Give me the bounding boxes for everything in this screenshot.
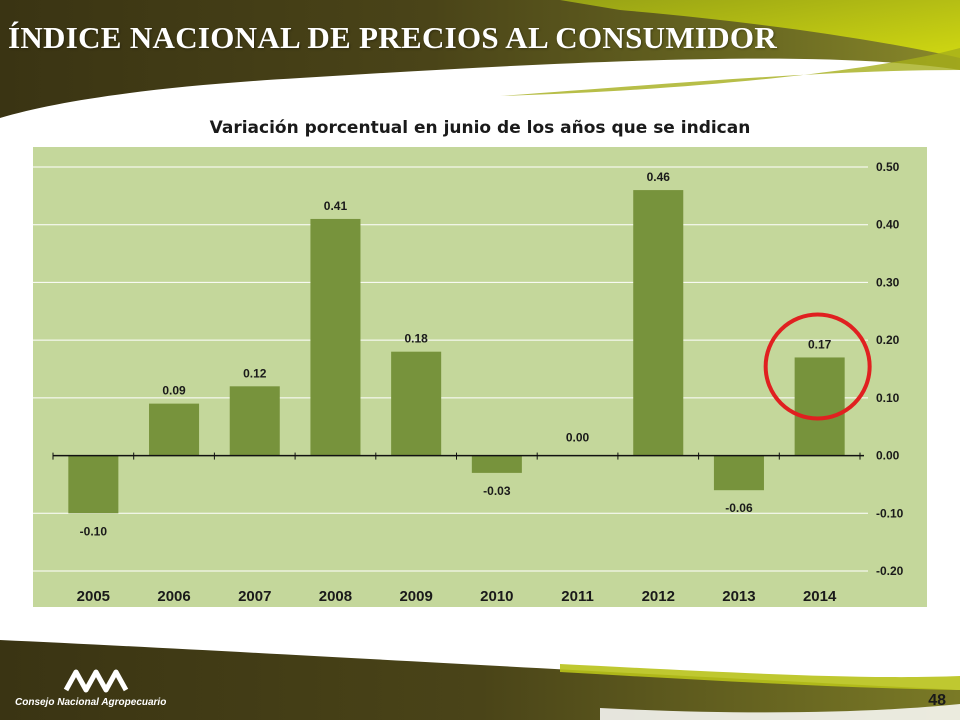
y-tick-label: 0.50 — [876, 160, 900, 174]
data-label-2007: 0.12 — [243, 366, 267, 380]
bar-2007 — [229, 386, 280, 456]
bar-2014 — [794, 357, 845, 456]
bottom-banner-lime-stripe — [560, 664, 960, 690]
data-label-2009: 0.18 — [404, 332, 428, 346]
x-tick-label-2011: 2011 — [561, 588, 594, 605]
plot-area: 0.50 0.40 0.30 0.20 0.10 0.00 -0.10 -0.20 -0.10 2… — [33, 147, 927, 607]
bottom-banner-highlight — [600, 704, 960, 720]
x-tick-label-2007: 2007 — [238, 588, 271, 605]
y-tick-label: -0.20 — [876, 564, 904, 578]
x-tick-label-2009: 2009 — [399, 588, 432, 605]
highlight-circle — [763, 312, 872, 421]
y-tick-label: 0.40 — [876, 218, 900, 232]
bar-2006 — [149, 403, 200, 456]
organization-logo — [63, 669, 129, 693]
bottom-banner — [0, 640, 960, 720]
y-tick-label: 0.00 — [876, 449, 900, 463]
data-label-2005: -0.10 — [80, 524, 108, 538]
data-label-2013: -0.06 — [725, 501, 753, 515]
slide-title: ÍNDICE NACIONAL DE PRECIOS AL CONSUMIDOR — [8, 20, 778, 55]
bar-2012 — [633, 190, 684, 456]
y-tick-label: -0.10 — [876, 506, 904, 520]
data-label-2010: -0.03 — [483, 484, 511, 498]
top-banner-lime-stripe — [560, 0, 960, 58]
x-tick-label-2013: 2013 — [722, 588, 755, 605]
y-tick-label: 0.20 — [876, 333, 900, 347]
data-label-2014: 0.17 — [808, 337, 832, 351]
x-tick-label-2006: 2006 — [157, 588, 190, 605]
x-tick-label-2012: 2012 — [642, 588, 675, 605]
bar-2010 — [471, 455, 522, 473]
data-label-2012: 0.46 — [647, 170, 671, 184]
x-tick-label-2005: 2005 — [77, 588, 110, 605]
organization-name: Consejo Nacional Agropecuario — [15, 697, 167, 708]
y-tick-label: 0.10 — [876, 391, 900, 405]
top-banner — [0, 0, 960, 118]
bar-2013 — [713, 455, 764, 491]
data-label-2008: 0.41 — [324, 199, 348, 213]
page-number: 48 — [928, 692, 946, 709]
data-label-2006: 0.09 — [162, 384, 186, 398]
bar-2005 — [68, 455, 119, 514]
data-label-2011: 0.00 — [566, 431, 590, 445]
y-tick-label: 0.30 — [876, 275, 900, 289]
chart-subtitle: Variación porcentual en junio de los año… — [209, 118, 751, 138]
x-tick-label-2008: 2008 — [319, 588, 352, 605]
bar-2008 — [310, 218, 361, 456]
bar-chart: 0.50 0.40 0.30 0.20 0.10 0.00 -0.10 -0.20 -0.10 2… — [33, 160, 904, 605]
x-tick-label-2014: 2014 — [803, 588, 837, 605]
x-tick-label-2010: 2010 — [480, 588, 513, 605]
logo-mark — [63, 669, 129, 693]
bar-2009 — [391, 351, 442, 456]
